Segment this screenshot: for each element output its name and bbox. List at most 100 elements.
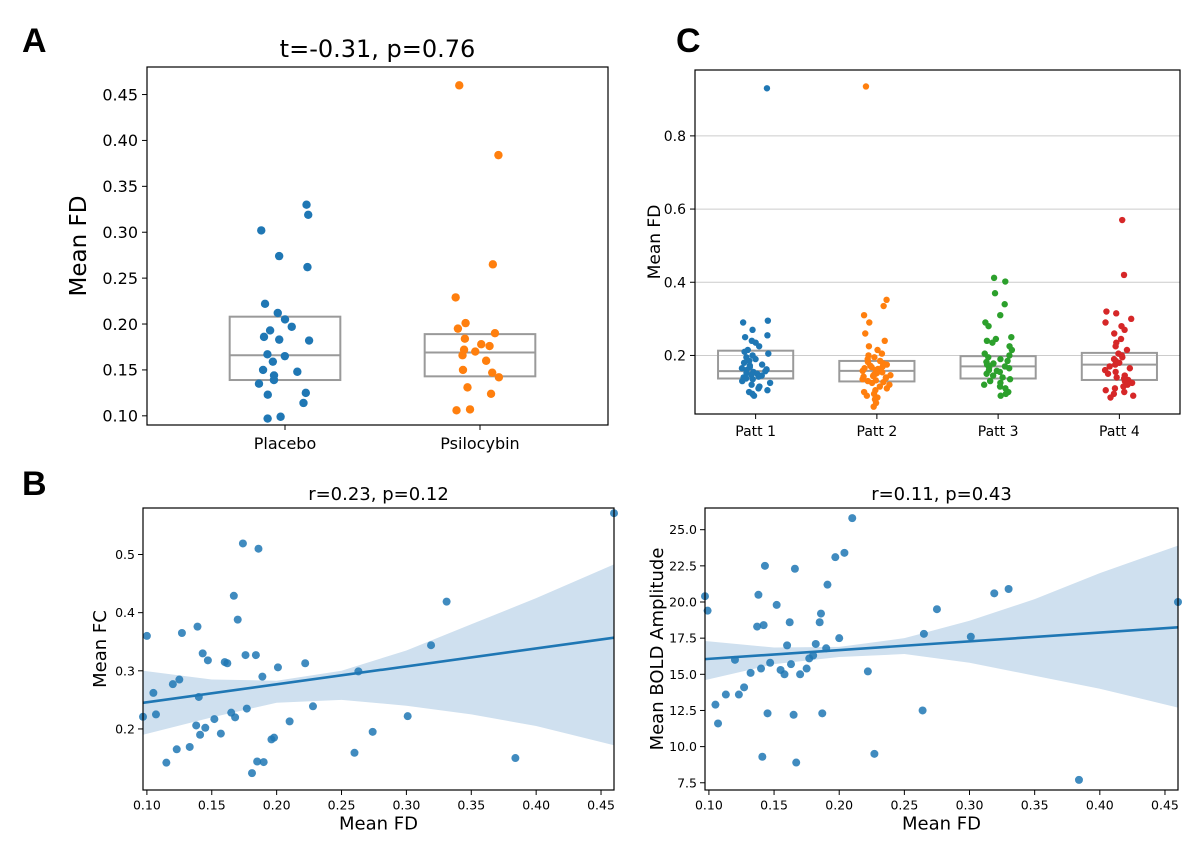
data-point — [193, 622, 202, 631]
data-point — [883, 296, 890, 304]
data-point — [783, 641, 792, 650]
y-axis-label: Mean FC — [90, 610, 111, 688]
regression-line — [142, 636, 615, 705]
data-point — [1102, 319, 1109, 326]
x-tick-label: Patt 3 — [978, 424, 1019, 440]
y-tick-label: 0.30 — [102, 223, 138, 242]
data-point — [238, 539, 247, 548]
x-tick-label: 0.15 — [760, 798, 788, 813]
data-point — [859, 367, 866, 375]
data-point — [453, 324, 463, 333]
data-point — [757, 664, 766, 673]
chart-title: t=-0.31, p=0.76 — [280, 35, 476, 63]
data-point — [258, 672, 267, 681]
panel-c-chart: 0.2 0.4 0.6 0.8 Patt 1 Patt 2 Patt 3 Patt 4 Mean… — [645, 69, 1181, 440]
x-axis-label: Mean FD — [902, 814, 981, 835]
y-tick-label: 0.2 — [115, 721, 135, 736]
data-point — [247, 769, 256, 778]
confidence-band — [705, 545, 1178, 708]
data-point — [233, 615, 242, 624]
data-point — [711, 700, 720, 709]
data-point — [966, 632, 975, 641]
data-point — [1104, 370, 1112, 377]
x-tick-label: Psilocybin — [440, 434, 519, 453]
data-point — [780, 670, 789, 679]
data-point — [185, 742, 194, 751]
chart-title: r=0.23, p=0.12 — [308, 484, 449, 505]
y-tick-label: 0.3 — [115, 663, 135, 678]
data-point — [766, 658, 775, 667]
data-point — [254, 379, 264, 388]
data-point — [458, 351, 467, 360]
data-point — [997, 355, 1004, 363]
data-point — [301, 659, 310, 668]
data-point — [874, 346, 881, 354]
data-point — [242, 704, 251, 713]
plot-frame — [146, 66, 609, 426]
data-point — [285, 717, 294, 726]
y-tick-label: 0.2 — [664, 348, 686, 364]
data-point — [1004, 357, 1011, 365]
data-point — [746, 357, 753, 365]
x-tick-label: 0.45 — [587, 798, 615, 813]
data-point — [485, 341, 494, 351]
data-point — [452, 406, 461, 415]
data-point — [427, 641, 436, 650]
data-point — [260, 299, 270, 309]
data-point — [789, 710, 798, 719]
data-point — [763, 85, 771, 92]
data-point — [451, 293, 460, 302]
y-tick-label: 0.6 — [664, 202, 686, 218]
data-point — [765, 350, 772, 357]
data-point — [1128, 315, 1135, 323]
data-point — [740, 359, 748, 366]
data-point — [494, 150, 503, 160]
data-point — [823, 580, 832, 589]
data-point — [990, 274, 998, 282]
data-point — [816, 609, 825, 618]
data-point — [259, 332, 269, 342]
y-tick-label: 0.20 — [102, 315, 138, 334]
data-point — [258, 365, 268, 375]
data-point — [162, 758, 171, 767]
data-point — [263, 390, 272, 399]
x-tick-label: 0.25 — [328, 798, 356, 813]
data-point — [168, 680, 177, 689]
data-point — [752, 355, 759, 363]
data-point — [223, 659, 232, 668]
data-point — [848, 514, 857, 523]
data-point — [303, 262, 312, 272]
data-point — [304, 210, 313, 219]
data-point — [880, 302, 887, 310]
data-point — [840, 548, 849, 557]
data-point — [269, 375, 279, 385]
data-point — [172, 745, 181, 754]
data-point — [766, 379, 774, 387]
data-point — [1130, 392, 1137, 399]
data-point — [831, 553, 840, 562]
data-point — [477, 340, 486, 349]
data-point — [755, 373, 762, 380]
y-tick-label: 10.0 — [669, 739, 697, 754]
data-point — [216, 729, 225, 738]
data-point — [274, 251, 284, 261]
data-point — [835, 634, 844, 643]
data-point — [461, 318, 470, 328]
data-point — [301, 388, 311, 398]
data-point — [1126, 365, 1134, 372]
data-point — [254, 544, 263, 553]
y-tick-label: 0.15 — [102, 361, 138, 380]
data-point — [304, 336, 314, 345]
y-tick-label: 22.5 — [669, 558, 697, 573]
x-tick-label: 0.35 — [457, 798, 485, 813]
y-tick-label: 0.40 — [102, 131, 138, 150]
box-1 — [228, 315, 342, 382]
plot-frame — [704, 507, 1179, 791]
x-tick-label: 0.25 — [890, 798, 918, 813]
data-point — [749, 326, 756, 334]
data-point — [241, 651, 250, 660]
data-point — [986, 377, 994, 385]
data-point — [754, 590, 763, 599]
data-point — [1106, 363, 1113, 370]
data-point — [488, 260, 498, 269]
